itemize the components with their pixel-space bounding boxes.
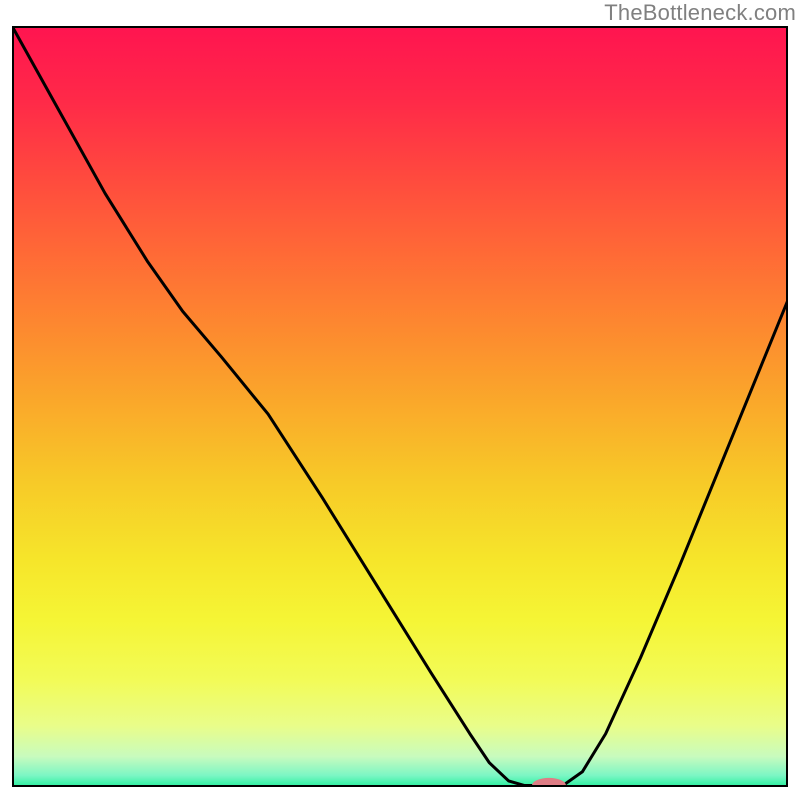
chart-root: TheBottleneck.com <box>0 0 800 800</box>
watermark-text: TheBottleneck.com <box>604 0 796 26</box>
plot-border <box>12 26 788 787</box>
